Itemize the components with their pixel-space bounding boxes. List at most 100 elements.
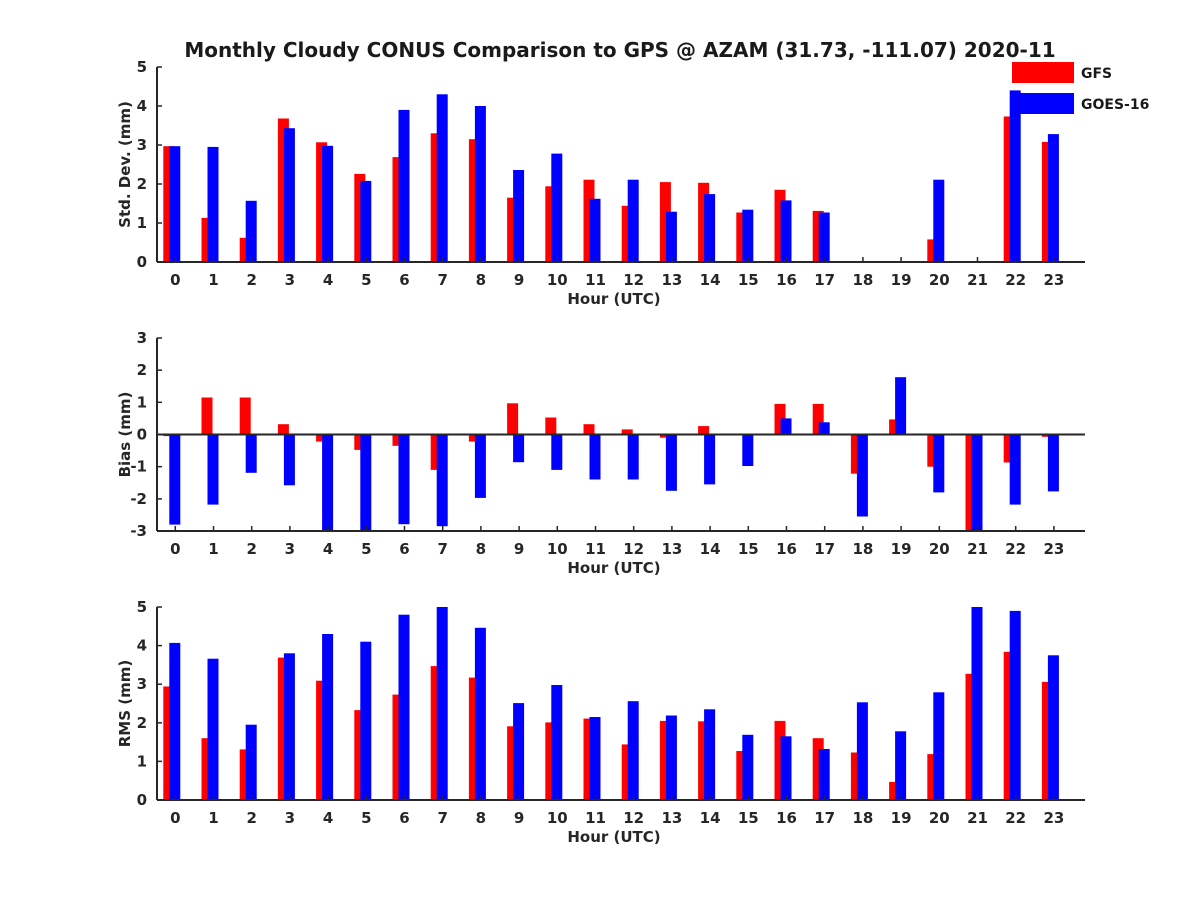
bar-goes-16-hour-19 [895, 731, 907, 800]
bar-gfs-hour-6 [392, 434, 404, 446]
bar-gfs-hour-21 [965, 673, 977, 800]
x-tick-label: 10 [547, 271, 568, 289]
x-tick-label: 10 [547, 540, 568, 558]
bar-gfs-hour-7 [430, 434, 442, 470]
x-tick-label: 15 [738, 809, 759, 827]
bar-goes-16-hour-16 [780, 200, 792, 262]
x-tick-label: 11 [585, 271, 606, 289]
y-tick-label: 2 [137, 175, 147, 193]
bar-goes-16-hour-0 [169, 642, 181, 800]
x-tick-label: 6 [399, 540, 409, 558]
bar-gfs-hour-12 [621, 744, 633, 800]
bar-gfs-hour-6 [392, 694, 404, 800]
bar-gfs-hour-23 [1041, 434, 1053, 437]
x-tick-label: 22 [1005, 809, 1026, 827]
bar-gfs-hour-20 [927, 434, 939, 467]
bar-gfs-hour-15 [736, 751, 748, 800]
x-tick-label: 16 [776, 540, 797, 558]
bar-goes-16-hour-11 [589, 198, 601, 262]
bar-gfs-hour-3 [277, 657, 289, 800]
x-tick-label: 15 [738, 271, 759, 289]
bar-goes-16-hour-22 [1009, 90, 1021, 263]
y-tick-label: -1 [130, 458, 147, 476]
bar-goes-16-hour-3 [283, 128, 295, 262]
bar-gfs-hour-20 [927, 239, 939, 262]
bar-goes-16-hour-1 [207, 434, 219, 505]
bar-goes-16-hour-4 [322, 634, 334, 800]
bar-goes-16-hour-7 [436, 607, 448, 800]
bar-gfs-hour-5 [354, 173, 366, 262]
y-tick-label: 3 [137, 329, 147, 347]
x-tick-label: 16 [776, 271, 797, 289]
bar-goes-16-hour-16 [780, 736, 792, 800]
bar-gfs-hour-13 [659, 182, 671, 262]
x-tick-label: 7 [437, 809, 447, 827]
bar-gfs-hour-0 [163, 146, 175, 262]
x-tick-label: 13 [661, 271, 682, 289]
bar-gfs-hour-5 [354, 710, 366, 800]
x-tick-label: 12 [623, 271, 644, 289]
bar-goes-16-hour-8 [474, 434, 486, 498]
bar-goes-16-hour-14 [704, 434, 716, 485]
bar-gfs-hour-1 [201, 217, 213, 262]
bar-goes-16-hour-13 [665, 434, 677, 491]
legend-swatch-gfs [1012, 62, 1074, 83]
bar-goes-16-hour-7 [436, 94, 448, 262]
x-tick-label: 18 [852, 540, 873, 558]
y-tick-label: 3 [137, 136, 147, 154]
bar-goes-16-hour-6 [398, 109, 410, 263]
bar-gfs-hour-4 [316, 434, 328, 442]
x-tick-label: 19 [891, 540, 912, 558]
x-tick-label: 6 [399, 809, 409, 827]
bar-goes-16-hour-4 [322, 434, 334, 531]
bar-goes-16-hour-2 [245, 724, 257, 800]
bar-goes-16-hour-17 [818, 749, 830, 800]
y-axis-label: Bias (mm) [116, 392, 134, 478]
bar-goes-16-hour-0 [169, 146, 181, 262]
bar-goes-16-hour-18 [856, 434, 868, 517]
x-tick-label: 5 [361, 271, 371, 289]
x-tick-label: 9 [514, 809, 524, 827]
x-tick-label: 21 [967, 271, 988, 289]
x-axis-label: Hour (UTC) [567, 290, 660, 308]
bar-gfs-hour-14 [698, 182, 710, 262]
x-tick-label: 18 [852, 271, 873, 289]
bar-gfs-hour-7 [430, 133, 442, 262]
x-tick-label: 17 [814, 809, 835, 827]
bar-goes-16-hour-13 [665, 211, 677, 262]
bar-goes-16-hour-1 [207, 658, 219, 800]
bar-goes-16-hour-18 [856, 702, 868, 800]
bar-gfs-hour-12 [621, 205, 633, 262]
x-tick-label: 17 [814, 271, 835, 289]
x-tick-label: 22 [1005, 540, 1026, 558]
x-tick-label: 23 [1043, 809, 1064, 827]
bar-gfs-hour-4 [316, 142, 328, 262]
bar-gfs-hour-12 [621, 429, 633, 435]
x-tick-label: 21 [967, 809, 988, 827]
x-tick-label: 8 [476, 540, 486, 558]
bar-goes-16-hour-14 [704, 194, 716, 262]
x-tick-label: 2 [246, 271, 256, 289]
bar-gfs-hour-11 [583, 424, 595, 435]
bar-gfs-hour-2 [239, 237, 251, 262]
bar-gfs-hour-10 [545, 186, 557, 262]
x-tick-label: 0 [170, 540, 180, 558]
x-tick-label: 6 [399, 271, 409, 289]
x-tick-label: 13 [661, 809, 682, 827]
bar-gfs-hour-19 [889, 419, 901, 435]
bar-gfs-hour-23 [1041, 141, 1053, 262]
bar-gfs-hour-16 [774, 403, 786, 435]
x-tick-label: 14 [700, 809, 721, 827]
bar-gfs-hour-8 [468, 677, 480, 800]
x-axis-label: Hour (UTC) [567, 828, 660, 846]
bar-goes-16-hour-10 [551, 685, 563, 800]
bar-goes-16-hour-15 [742, 434, 754, 466]
bar-goes-16-hour-20 [933, 692, 945, 800]
bar-gfs-hour-14 [698, 721, 710, 800]
bar-goes-16-hour-6 [398, 434, 410, 525]
bar-gfs-hour-14 [698, 426, 710, 435]
bar-goes-16-hour-23 [1047, 134, 1059, 262]
legend-swatch-goes-16 [1012, 93, 1074, 114]
x-tick-label: 1 [208, 271, 218, 289]
